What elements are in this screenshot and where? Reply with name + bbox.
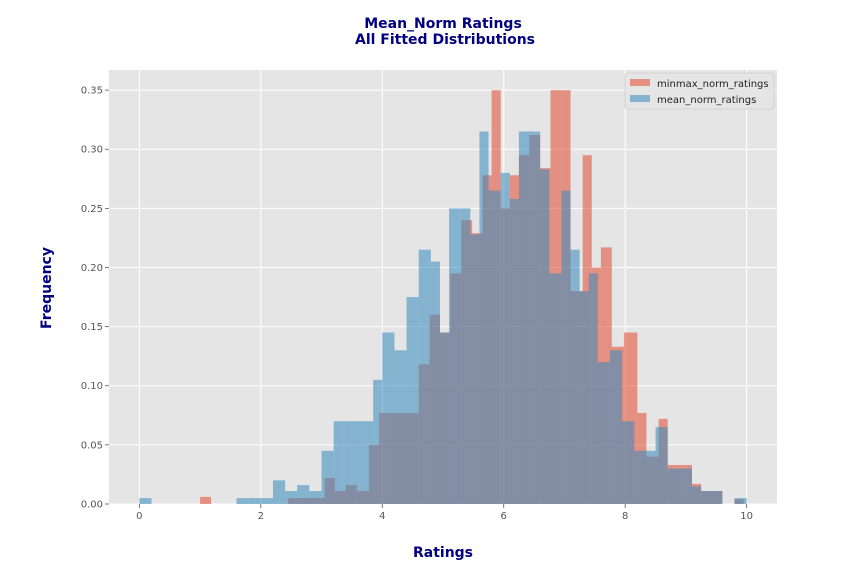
- x-axis-label: Ratings: [413, 545, 473, 561]
- bar-mean_norm_ratings: [610, 350, 623, 504]
- legend-label-mean: mean_norm_ratings: [657, 95, 756, 106]
- bar-mean_norm_ratings: [667, 468, 683, 504]
- bar-mean_norm_ratings: [734, 498, 747, 504]
- legend-label-minmax: minmax_norm_ratings: [657, 79, 769, 90]
- bars-group: [139, 90, 747, 505]
- bar-mean_norm_ratings: [321, 450, 334, 504]
- bar-mean_norm_ratings: [470, 234, 480, 504]
- bar-mean_norm_ratings: [461, 208, 471, 504]
- bar-mean_norm_ratings: [500, 172, 510, 505]
- bar-mean_norm_ratings: [588, 273, 598, 504]
- bar-mean_norm_ratings: [260, 498, 273, 504]
- bar-mean_norm_ratings: [373, 379, 383, 504]
- x-tick-label: 10: [740, 511, 753, 522]
- x-axis-ticks: 0 2 4 6 8 10: [136, 504, 753, 522]
- bar-mean_norm_ratings: [449, 208, 462, 504]
- bar-mean_norm_ratings: [488, 190, 501, 504]
- bar-mean_norm_ratings: [418, 249, 431, 504]
- bar-mean_norm_ratings: [570, 249, 580, 504]
- bar-mean_norm_ratings: [540, 169, 550, 504]
- y-tick-label: 0.35: [81, 86, 103, 97]
- bar-mean_norm_ratings: [364, 421, 374, 504]
- bar-mean_norm_ratings: [439, 332, 450, 504]
- bar-mean_norm_ratings: [333, 421, 343, 504]
- bar-mean_norm_ratings: [509, 198, 519, 505]
- y-axis-ticks: 0.00 0.05 0.10 0.15 0.20 0.25 0.30 0.35: [81, 86, 109, 511]
- x-tick-label: 6: [501, 511, 507, 522]
- x-tick-label: 8: [622, 511, 628, 522]
- y-axis-label: Frequency: [39, 247, 55, 329]
- chart-title-line-1: Mean_Norm Ratings: [364, 16, 522, 32]
- series-mean_norm_ratings: [139, 131, 747, 505]
- x-tick-label: 0: [136, 511, 142, 522]
- bar-mean_norm_ratings: [634, 450, 644, 504]
- y-tick-label: 0.05: [81, 440, 103, 451]
- bar-mean_norm_ratings: [236, 498, 249, 504]
- bar-mean_norm_ratings: [272, 480, 286, 504]
- legend-swatch-minmax: [630, 79, 650, 86]
- bar-mean_norm_ratings: [528, 131, 541, 504]
- bar-mean_norm_ratings: [682, 468, 692, 504]
- y-tick-label: 0.00: [81, 500, 103, 511]
- y-tick-label: 0.15: [81, 322, 103, 333]
- x-tick-label: 2: [258, 511, 264, 522]
- legend: minmax_norm_ratings mean_norm_ratings: [624, 72, 775, 110]
- chart-title-line-2: All Fitted Distributions: [355, 32, 535, 48]
- y-tick-label: 0.20: [81, 263, 103, 274]
- bar-mean_norm_ratings: [597, 362, 610, 504]
- y-tick-label: 0.30: [81, 145, 103, 156]
- grid-lines: [109, 70, 777, 505]
- bar-mean_norm_ratings: [691, 486, 702, 504]
- bar-mean_norm_ratings: [382, 332, 395, 504]
- bar-mean_norm_ratings: [579, 291, 589, 504]
- bar-mean_norm_ratings: [248, 498, 261, 504]
- bar-mean_norm_ratings: [394, 350, 407, 504]
- x-tick-label: 4: [379, 511, 385, 522]
- bar-mean_norm_ratings: [622, 421, 635, 504]
- bar-mean_norm_ratings: [285, 490, 298, 504]
- bar-mean_norm_ratings: [309, 490, 322, 504]
- bar-minmax_norm_ratings: [200, 496, 212, 504]
- bar-mean_norm_ratings: [342, 421, 352, 504]
- bar-mean_norm_ratings: [479, 131, 489, 504]
- bar-mean_norm_ratings: [655, 427, 668, 504]
- bar-mean_norm_ratings: [518, 131, 529, 504]
- legend-box: [624, 72, 775, 110]
- bar-mean_norm_ratings: [549, 273, 562, 504]
- bar-mean_norm_ratings: [643, 450, 656, 504]
- bar-mean_norm_ratings: [561, 190, 571, 504]
- y-tick-label: 0.10: [81, 381, 103, 392]
- bar-mean_norm_ratings: [701, 490, 723, 504]
- bar-mean_norm_ratings: [406, 297, 419, 504]
- bar-mean_norm_ratings: [351, 421, 365, 504]
- bar-mean_norm_ratings: [297, 485, 310, 504]
- bar-mean_norm_ratings: [139, 498, 152, 504]
- legend-swatch-mean: [630, 95, 650, 102]
- y-tick-label: 0.25: [81, 204, 103, 215]
- bar-mean_norm_ratings: [430, 261, 440, 504]
